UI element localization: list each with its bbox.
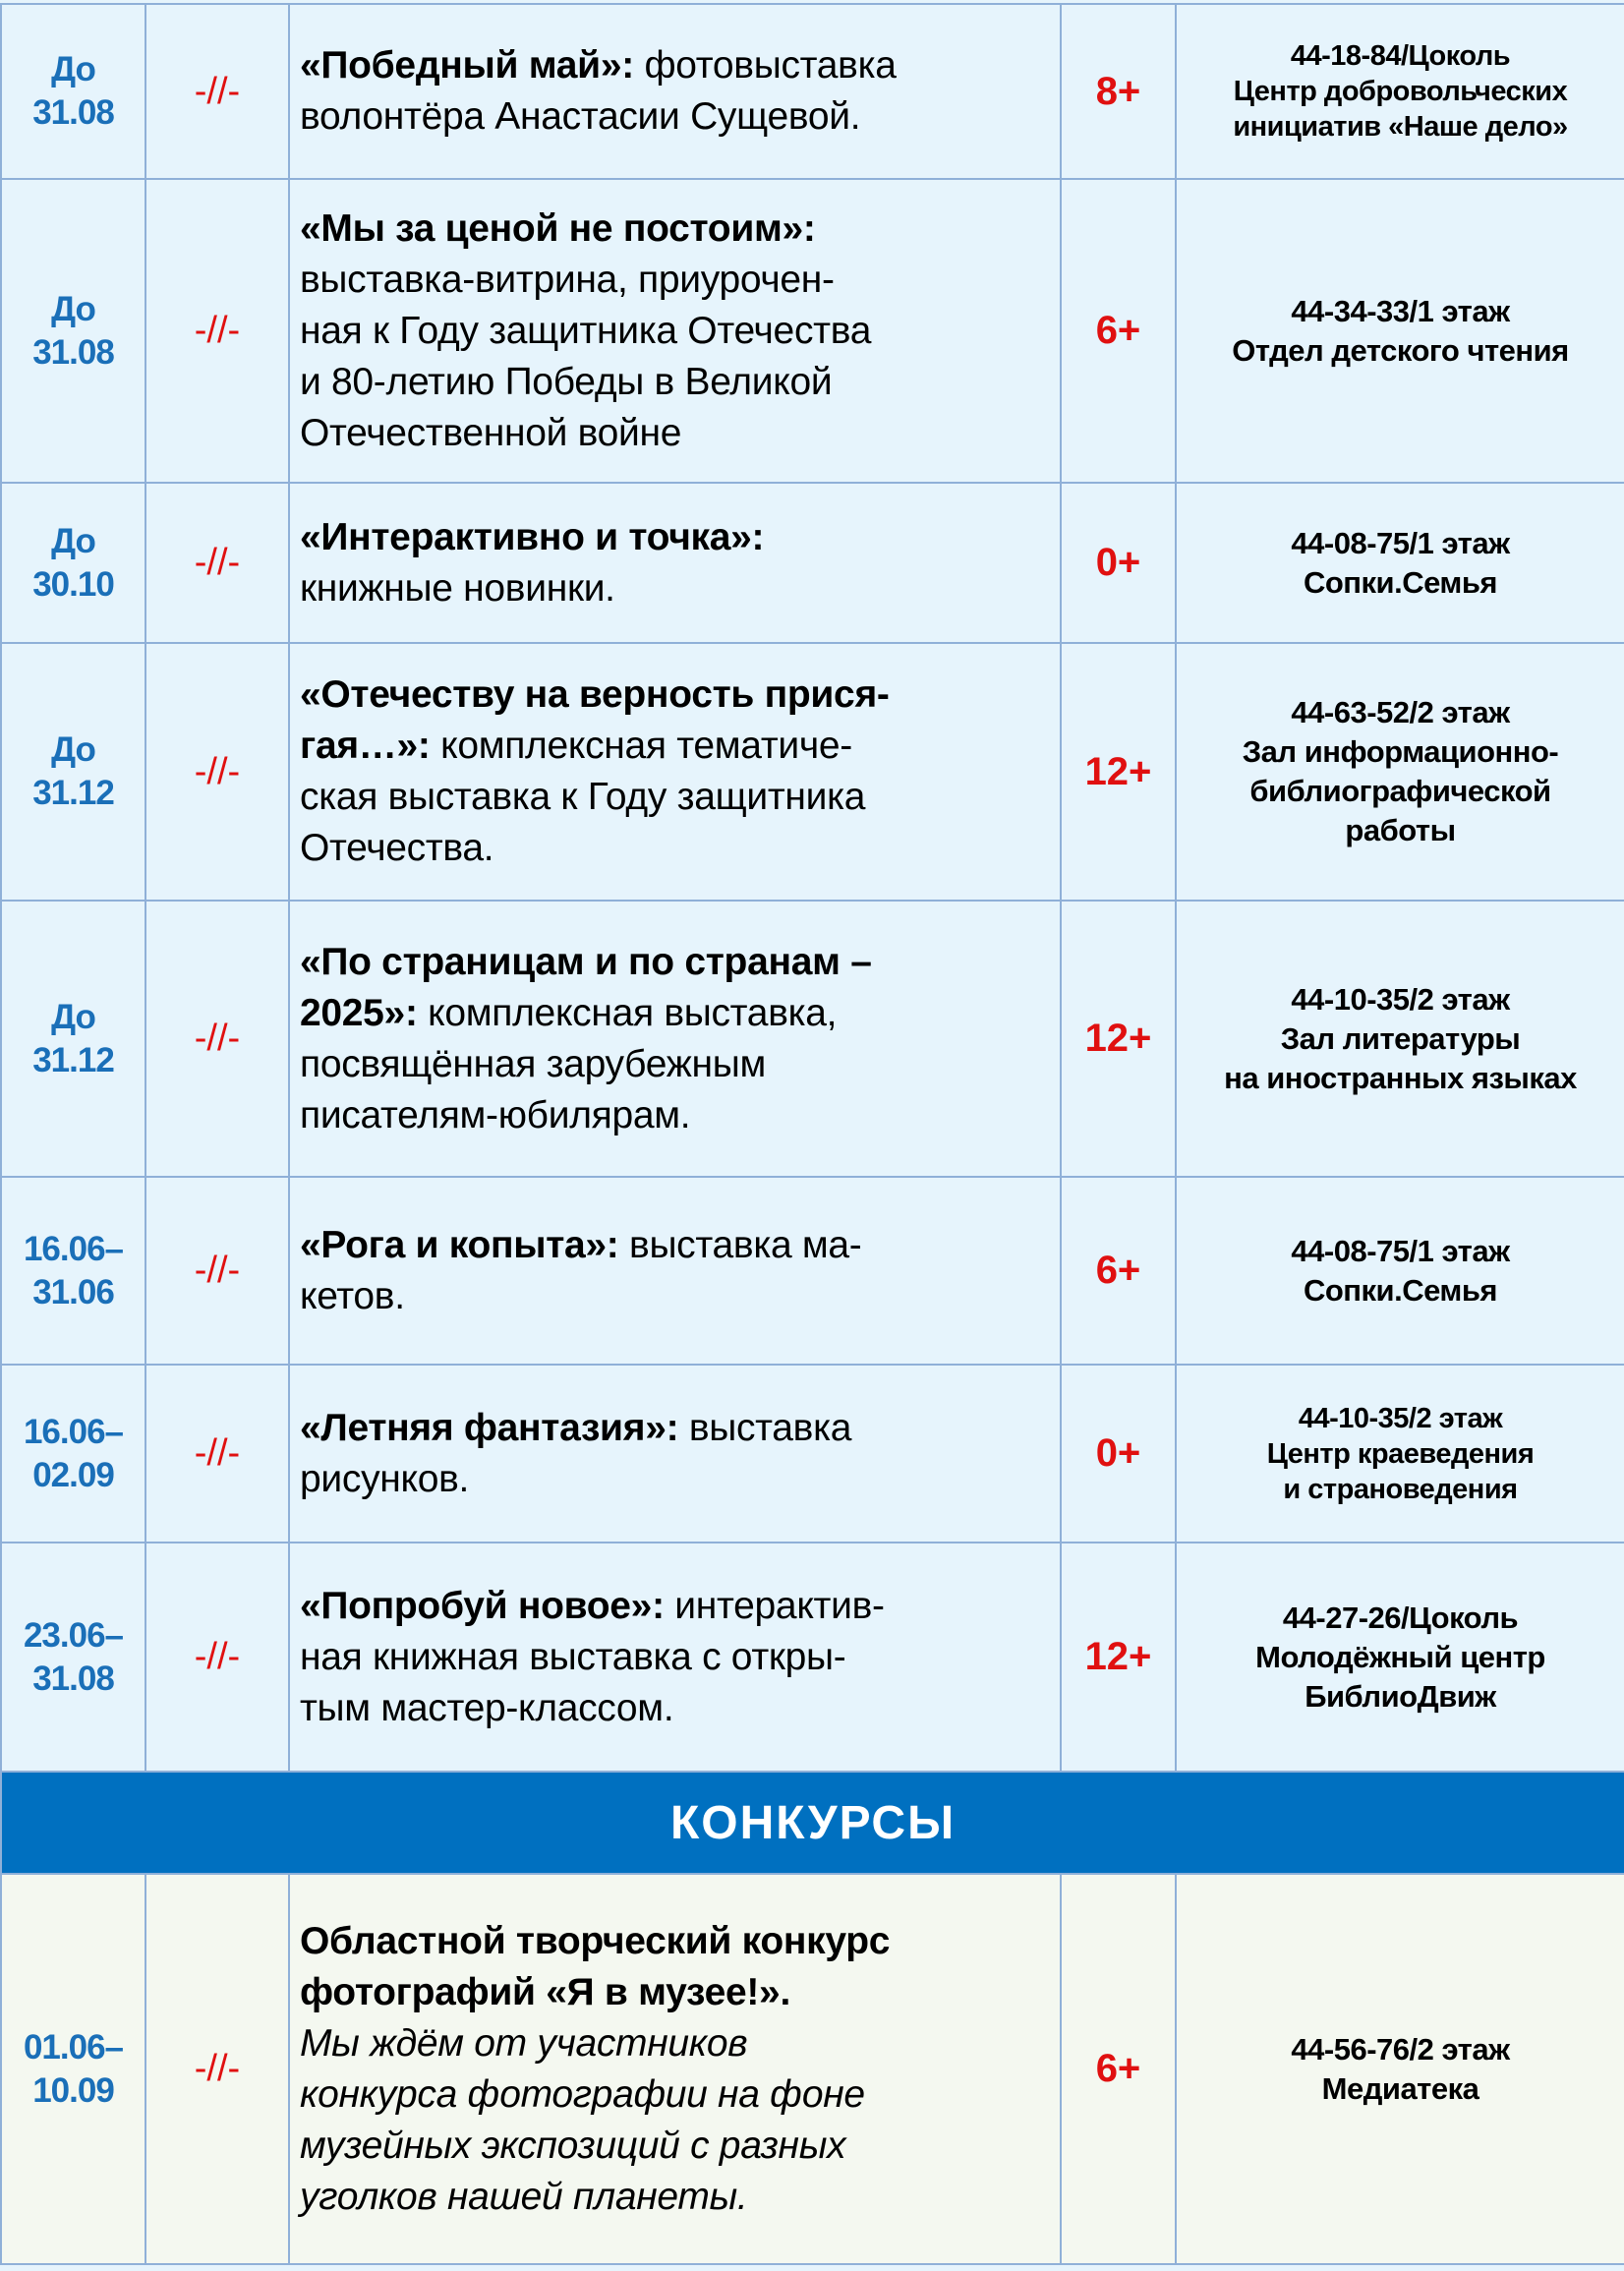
section-title: КОНКУРСЫ xyxy=(0,1771,1624,1875)
description-cell: «Рога и копыта»: выставка ма- кетов. xyxy=(288,1176,1062,1366)
table-row: До 31.08 -//- «Мы за ценой не постоим»: … xyxy=(0,178,1624,484)
event-text: комплексная выставка, посвящённая зарубе… xyxy=(300,991,838,1136)
description-cell: «Отечеству на верность прися- гая…»: ком… xyxy=(288,642,1062,902)
description-cell: «Интерактивно и точка»: книжные новинки. xyxy=(288,482,1062,644)
event-text: выставка рисунков. xyxy=(300,1406,852,1500)
place-cell: 44-10-35/2 этаж Центр краеведения и стра… xyxy=(1175,1364,1624,1543)
event-title: «Летняя фантазия»: xyxy=(300,1406,679,1449)
table-row: 23.06– 31.08 -//- «Попробуй новое»: инте… xyxy=(0,1542,1624,1773)
event-title: «Попробуй новое»: xyxy=(300,1584,665,1627)
ditto-cell: -//- xyxy=(145,178,290,484)
event-text: Мы ждём от участников конкурса фотографи… xyxy=(300,2021,865,2218)
event-title: Областной творческий конкурс фотографий … xyxy=(300,1919,891,2013)
section-header: КОНКУРСЫ xyxy=(0,1771,1624,1875)
age-rating: 12+ xyxy=(1060,642,1177,902)
event-text: книжные новинки. xyxy=(300,566,615,610)
event-text: фотовыставка волонтёра Анастасии Сущевой… xyxy=(300,44,897,138)
date-cell: До 31.12 xyxy=(0,642,146,902)
age-rating: 12+ xyxy=(1060,900,1177,1178)
event-title: «Победный май»: xyxy=(300,44,634,87)
event-text: комплексная тематиче- ская выставка к Го… xyxy=(300,725,866,869)
place-cell: 44-08-75/1 этаж Сопки.Семья xyxy=(1175,482,1624,644)
ditto-cell: -//- xyxy=(145,900,290,1178)
ditto-cell: -//- xyxy=(145,3,290,180)
table-row: 16.06– 31.06 -//- «Рога и копыта»: выста… xyxy=(0,1176,1624,1366)
place-cell: 44-56-76/2 этаж Медиатека xyxy=(1175,1873,1624,2265)
date-cell: До 31.08 xyxy=(0,178,146,484)
ditto-cell: -//- xyxy=(145,1542,290,1773)
table-row: До 30.10 -//- «Интерактивно и точка»: кн… xyxy=(0,482,1624,644)
place-cell: 44-34-33/1 этаж Отдел детского чтения xyxy=(1175,178,1624,484)
ditto-cell: -//- xyxy=(145,1873,290,2265)
age-rating: 6+ xyxy=(1060,178,1177,484)
ditto-cell: -//- xyxy=(145,482,290,644)
table-row: До 31.12 -//- «Отечеству на верность при… xyxy=(0,642,1624,902)
age-rating: 6+ xyxy=(1060,1873,1177,2265)
date-cell: 23.06– 31.08 xyxy=(0,1542,146,1773)
description-cell: «Мы за ценой не постоим»: выставка-витри… xyxy=(288,178,1062,484)
place-cell: 44-10-35/2 этаж Зал литературы на иностр… xyxy=(1175,900,1624,1178)
description-cell: «Летняя фантазия»: выставка рисунков. xyxy=(288,1364,1062,1543)
ditto-cell: -//- xyxy=(145,1364,290,1543)
date-cell: 16.06– 02.09 xyxy=(0,1364,146,1543)
age-rating: 8+ xyxy=(1060,3,1177,180)
events-table: До 31.08 -//- «Победный май»: фотовыстав… xyxy=(0,3,1624,2265)
event-title: «Отечеству на верность прися- гая…»: xyxy=(300,673,890,767)
place-cell: 44-27-26/Цоколь Молодёжный центр БиблиоД… xyxy=(1175,1542,1624,1773)
table-row: До 31.08 -//- «Победный май»: фотовыстав… xyxy=(0,3,1624,180)
description-cell: «По страницам и по странам – 2025»: комп… xyxy=(288,900,1062,1178)
date-cell: 16.06– 31.06 xyxy=(0,1176,146,1366)
table-row: 16.06– 02.09 -//- «Летняя фантазия»: выс… xyxy=(0,1364,1624,1543)
ditto-cell: -//- xyxy=(145,1176,290,1366)
event-title: «По страницам и по странам – 2025»: xyxy=(300,940,872,1034)
date-cell: До 31.08 xyxy=(0,3,146,180)
place-cell: 44-63-52/2 этаж Зал информационно- библи… xyxy=(1175,642,1624,902)
description-cell: «Попробуй новое»: интерактив- ная книжна… xyxy=(288,1542,1062,1773)
ditto-cell: -//- xyxy=(145,642,290,902)
description-cell: «Победный май»: фотовыставка волонтёра А… xyxy=(288,3,1062,180)
age-rating: 0+ xyxy=(1060,482,1177,644)
event-title: «Рога и копыта»: xyxy=(300,1223,619,1266)
date-cell: 01.06– 10.09 xyxy=(0,1873,146,2265)
description-cell: Областной творческий конкурс фотографий … xyxy=(288,1873,1062,2265)
age-rating: 0+ xyxy=(1060,1364,1177,1543)
place-cell: 44-18-84/Цоколь Центр добровольческих ин… xyxy=(1175,3,1624,180)
date-cell: До 31.12 xyxy=(0,900,146,1178)
table-row: До 31.12 -//- «По страницам и по странам… xyxy=(0,900,1624,1178)
date-cell: До 30.10 xyxy=(0,482,146,644)
event-text: выставка ма- кетов. xyxy=(300,1223,862,1317)
age-rating: 12+ xyxy=(1060,1542,1177,1773)
event-title: «Интерактивно и точка»: xyxy=(300,515,765,558)
table-row: 01.06– 10.09 -//- Областной творческий к… xyxy=(0,1873,1624,2265)
place-cell: 44-08-75/1 этаж Сопки.Семья xyxy=(1175,1176,1624,1366)
event-text: интерактив- ная книжная выставка с откры… xyxy=(300,1584,885,1729)
event-title: «Мы за ценой не постоим»: xyxy=(300,206,816,250)
event-text: выставка-витрина, приурочен- ная к Году … xyxy=(300,258,872,454)
age-rating: 6+ xyxy=(1060,1176,1177,1366)
